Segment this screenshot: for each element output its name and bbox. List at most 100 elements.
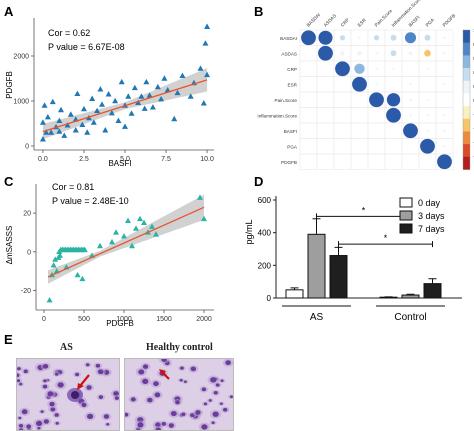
panel-a-point bbox=[128, 110, 135, 116]
panel-c-point bbox=[153, 231, 159, 237]
cell-nucleus bbox=[97, 369, 104, 375]
cell-nucleus bbox=[175, 400, 180, 405]
panel-c-x-tick-label: 500 bbox=[78, 316, 90, 323]
panel-c-point bbox=[141, 219, 147, 225]
colorbar-segment bbox=[463, 131, 470, 145]
heatmap-circle bbox=[409, 67, 412, 70]
bar-3-days bbox=[307, 233, 326, 299]
heatmap-row-label: Inflammation.Score bbox=[257, 113, 297, 118]
cell-nucleus bbox=[212, 411, 219, 417]
panel-a-point bbox=[102, 127, 109, 133]
cell-nucleus bbox=[42, 384, 48, 389]
heatmap-cell-frame bbox=[367, 138, 386, 155]
heatmap-cell-frame bbox=[333, 138, 352, 155]
heatmap-circle bbox=[424, 34, 431, 41]
cell-nucleus bbox=[137, 422, 144, 428]
heatmap-cell-frame bbox=[350, 138, 369, 155]
cell-nucleus bbox=[85, 363, 90, 367]
heatmap-cell-frame bbox=[350, 107, 369, 124]
heatmap-circle bbox=[403, 123, 418, 139]
panel-d-y-tick-label: 200 bbox=[258, 261, 272, 270]
panel-a-point bbox=[105, 91, 112, 97]
panel-c-point bbox=[201, 215, 207, 222]
heatmap-cell-frame bbox=[299, 138, 318, 155]
colorbar-segment bbox=[463, 55, 470, 69]
panel-a-point bbox=[89, 95, 96, 101]
panel-a-point bbox=[204, 71, 211, 78]
heatmap-cell-frame bbox=[299, 76, 318, 93]
panel-a-point bbox=[135, 99, 142, 105]
heatmap-circle bbox=[426, 83, 429, 86]
heatmap-circle bbox=[409, 98, 412, 102]
cell-nucleus bbox=[161, 359, 167, 362]
cell-nucleus bbox=[183, 380, 187, 383]
cell-nucleus bbox=[49, 401, 55, 407]
panel-a-x-tick-label: 2.5 bbox=[79, 156, 89, 163]
heatmap-circle bbox=[443, 52, 446, 55]
panel-a-point bbox=[187, 93, 194, 99]
panel-a-fit-line bbox=[42, 79, 208, 133]
panel-c-scatter: C ΔmSASSS PDGFB Cor = 0.81 P value = 2.4… bbox=[4, 174, 214, 328]
heatmap-cell-frame bbox=[401, 153, 420, 170]
heatmap-cell-frame bbox=[333, 76, 352, 93]
panel-a-point bbox=[67, 111, 74, 117]
panel-a-point bbox=[141, 105, 148, 111]
heatmap-circle bbox=[443, 36, 446, 40]
panel-c-x-tick-label: 2000 bbox=[196, 316, 212, 323]
panel-d-ylabel: pg/mL bbox=[244, 219, 254, 244]
highlighted-cell-nucleus bbox=[71, 391, 79, 399]
panel-a-point bbox=[174, 89, 181, 96]
heatmap-row-label: CRP bbox=[287, 67, 297, 72]
colorbar-segment bbox=[463, 42, 470, 56]
cell-nucleus bbox=[75, 372, 80, 377]
heatmap-cell-frame bbox=[333, 122, 352, 139]
panel-a-point bbox=[179, 72, 186, 78]
heatmap-circle bbox=[390, 50, 397, 57]
panel-c-y-tick-label: 0 bbox=[27, 249, 31, 256]
colorbar-segment bbox=[463, 144, 470, 158]
panel-a-point bbox=[43, 129, 50, 135]
heatmap-cell-frame bbox=[333, 91, 352, 108]
panel-c-point bbox=[46, 296, 53, 303]
panel-e-right-title: Healthy control bbox=[146, 342, 213, 353]
cell-nucleus bbox=[23, 369, 28, 374]
panel-e-micrographs: E AS Healthy control bbox=[0, 330, 474, 431]
colorbar-segment bbox=[463, 93, 470, 107]
panel-c-x-tick-label: 1000 bbox=[116, 316, 132, 323]
heatmap-circle bbox=[437, 154, 452, 170]
heatmap-cell-frame bbox=[299, 122, 318, 139]
heatmap-cell-frame bbox=[316, 153, 335, 170]
heatmap-cell-frame bbox=[299, 91, 318, 108]
panel-c-label: C bbox=[4, 174, 14, 189]
cell-nucleus bbox=[168, 423, 174, 428]
panel-c-point bbox=[125, 217, 131, 224]
bar-7-days bbox=[329, 255, 348, 299]
heatmap-circle bbox=[392, 67, 395, 70]
panel-d-y-tick-label: 0 bbox=[267, 294, 272, 303]
panel-c-x-tick-label: 1500 bbox=[156, 316, 172, 323]
panel-a-point bbox=[39, 119, 46, 125]
panel-c-xlabel: PDGFB bbox=[106, 319, 134, 328]
panel-a-point bbox=[138, 93, 145, 99]
cell-nucleus bbox=[201, 424, 208, 430]
panel-a-y-tick-label: 2000 bbox=[13, 54, 29, 61]
cell-nucleus bbox=[113, 391, 119, 397]
heatmap-circle bbox=[443, 129, 446, 133]
cell-nucleus bbox=[210, 377, 217, 383]
heatmap-cell-frame bbox=[316, 138, 335, 155]
cell-nucleus bbox=[170, 411, 177, 417]
cell-nucleus bbox=[98, 395, 104, 400]
cell-nucleus bbox=[219, 402, 223, 405]
panel-a-point bbox=[204, 23, 211, 29]
heatmap-circle bbox=[352, 76, 367, 92]
heatmap-circle bbox=[420, 138, 435, 154]
panel-c-point bbox=[197, 194, 203, 200]
panel-d-bar-chart: D pg/mL 0 200 400 600 * * AS Control 0 day 3 days… bbox=[244, 174, 462, 323]
legend-label: 0 day bbox=[418, 198, 441, 208]
heatmap-circle bbox=[340, 51, 345, 56]
panel-a-point bbox=[84, 129, 91, 135]
panel-c-point bbox=[50, 262, 57, 268]
heatmap-circle bbox=[318, 45, 333, 61]
cell-nucleus bbox=[161, 422, 167, 426]
cell-nucleus bbox=[35, 420, 43, 427]
